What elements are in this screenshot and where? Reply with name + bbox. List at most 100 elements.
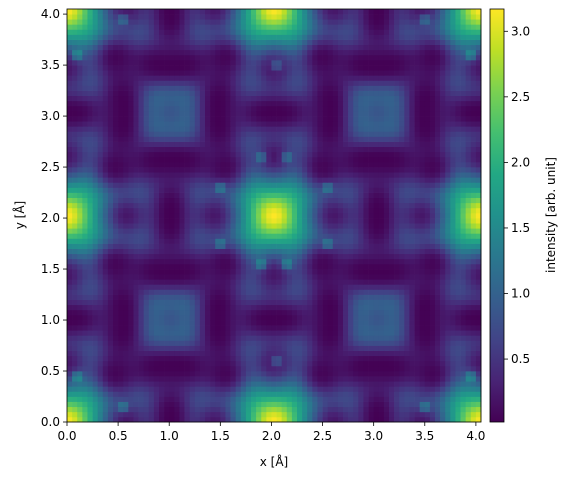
heatmap-cell — [414, 161, 421, 168]
heatmap-cell — [194, 406, 201, 413]
heatmap-cell — [445, 248, 451, 255]
heatmap-cell — [77, 182, 83, 188]
heatmap-cell — [378, 207, 385, 214]
heatmap-cell — [256, 151, 262, 158]
heatmap-cell — [77, 325, 83, 331]
heatmap-cell — [97, 304, 104, 311]
heatmap-cell — [266, 365, 272, 372]
heatmap-cell — [87, 116, 93, 122]
heatmap-cell — [169, 131, 175, 137]
heatmap-cell — [445, 289, 451, 295]
heatmap-cell — [389, 284, 395, 290]
heatmap-cell — [102, 197, 109, 204]
heatmap-cell — [179, 289, 185, 295]
heatmap-cell — [251, 355, 257, 362]
heatmap-cell — [138, 212, 145, 219]
heatmap-cell — [363, 258, 369, 265]
heatmap-cell — [143, 121, 150, 127]
heatmap-cell — [164, 340, 170, 346]
heatmap-cell — [240, 105, 247, 112]
heatmap-cell — [373, 294, 380, 300]
heatmap-cell — [113, 177, 119, 183]
heatmap-cell — [174, 136, 180, 142]
heatmap-cell — [322, 263, 329, 270]
heatmap-cell — [343, 320, 349, 326]
heatmap-cell — [189, 197, 196, 204]
heatmap-cell — [138, 218, 145, 224]
heatmap-cell — [133, 386, 139, 392]
heatmap-cell — [215, 233, 221, 239]
heatmap-cell — [286, 309, 293, 316]
heatmap-cell — [276, 248, 283, 255]
heatmap-cell — [302, 386, 308, 392]
heatmap-cell — [435, 126, 441, 132]
heatmap-cell — [450, 325, 456, 331]
heatmap-cell — [169, 172, 175, 178]
heatmap-cell — [148, 202, 155, 209]
heatmap-cell — [337, 284, 344, 290]
heatmap-cell — [113, 406, 119, 413]
heatmap-cell — [235, 416, 242, 423]
heatmap-cell — [184, 320, 191, 326]
heatmap-cell — [220, 167, 226, 173]
heatmap-cell — [256, 365, 262, 372]
heatmap-cell — [235, 172, 242, 178]
heatmap-cell — [312, 401, 318, 408]
heatmap-cell — [378, 172, 385, 178]
heatmap-cell — [302, 401, 308, 408]
heatmap-cell — [475, 238, 482, 244]
heatmap-cell — [261, 187, 267, 193]
heatmap-cell — [368, 110, 375, 117]
heatmap-cell — [113, 314, 119, 321]
heatmap-cell — [276, 416, 283, 423]
heatmap-cell — [235, 131, 242, 137]
heatmap-cell — [210, 401, 216, 408]
heatmap-cell — [378, 279, 385, 285]
heatmap-cell — [307, 258, 313, 265]
heatmap-cell — [414, 187, 421, 193]
heatmap-cell — [455, 386, 461, 392]
heatmap-cell — [143, 156, 150, 163]
heatmap-cell — [276, 105, 283, 112]
heatmap-cell — [281, 376, 288, 382]
heatmap-cell — [179, 248, 185, 255]
heatmap-cell — [245, 238, 252, 244]
heatmap-cell — [450, 197, 456, 204]
heatmap-cell — [128, 386, 134, 392]
heatmap-cell — [138, 294, 145, 300]
heatmap-cell — [435, 416, 441, 423]
heatmap-cell — [399, 156, 405, 163]
heatmap-cell — [256, 146, 262, 153]
heatmap-cell — [118, 365, 124, 372]
heatmap-cell — [148, 320, 155, 326]
heatmap-cell — [404, 330, 410, 336]
heatmap-cell — [475, 371, 482, 377]
heatmap-cell — [475, 248, 482, 255]
heatmap-cell — [77, 345, 83, 351]
heatmap-cell — [225, 320, 231, 326]
heatmap-cell — [271, 207, 277, 214]
heatmap-cell — [164, 314, 170, 321]
heatmap-cell — [235, 141, 242, 148]
heatmap-cell — [302, 248, 308, 255]
heatmap-cell — [67, 294, 73, 300]
heatmap-cell — [97, 172, 104, 178]
heatmap-cell — [363, 121, 369, 127]
heatmap-cell — [435, 228, 441, 234]
heatmap-cell — [205, 325, 211, 331]
heatmap-cell — [97, 355, 104, 362]
heatmap-cell — [394, 289, 400, 295]
heatmap-cell — [302, 126, 308, 132]
heatmap-cell — [419, 218, 426, 224]
heatmap-cell — [205, 391, 211, 397]
heatmap-cell — [77, 294, 83, 300]
heatmap-cell — [337, 223, 344, 229]
heatmap-cell — [435, 406, 441, 413]
heatmap-cell — [343, 263, 349, 270]
heatmap-cell — [133, 411, 139, 418]
heatmap-cell — [291, 197, 298, 204]
heatmap-cell — [87, 248, 93, 255]
heatmap-cell — [358, 172, 364, 178]
heatmap-cell — [72, 381, 78, 387]
heatmap-cell — [113, 228, 119, 234]
